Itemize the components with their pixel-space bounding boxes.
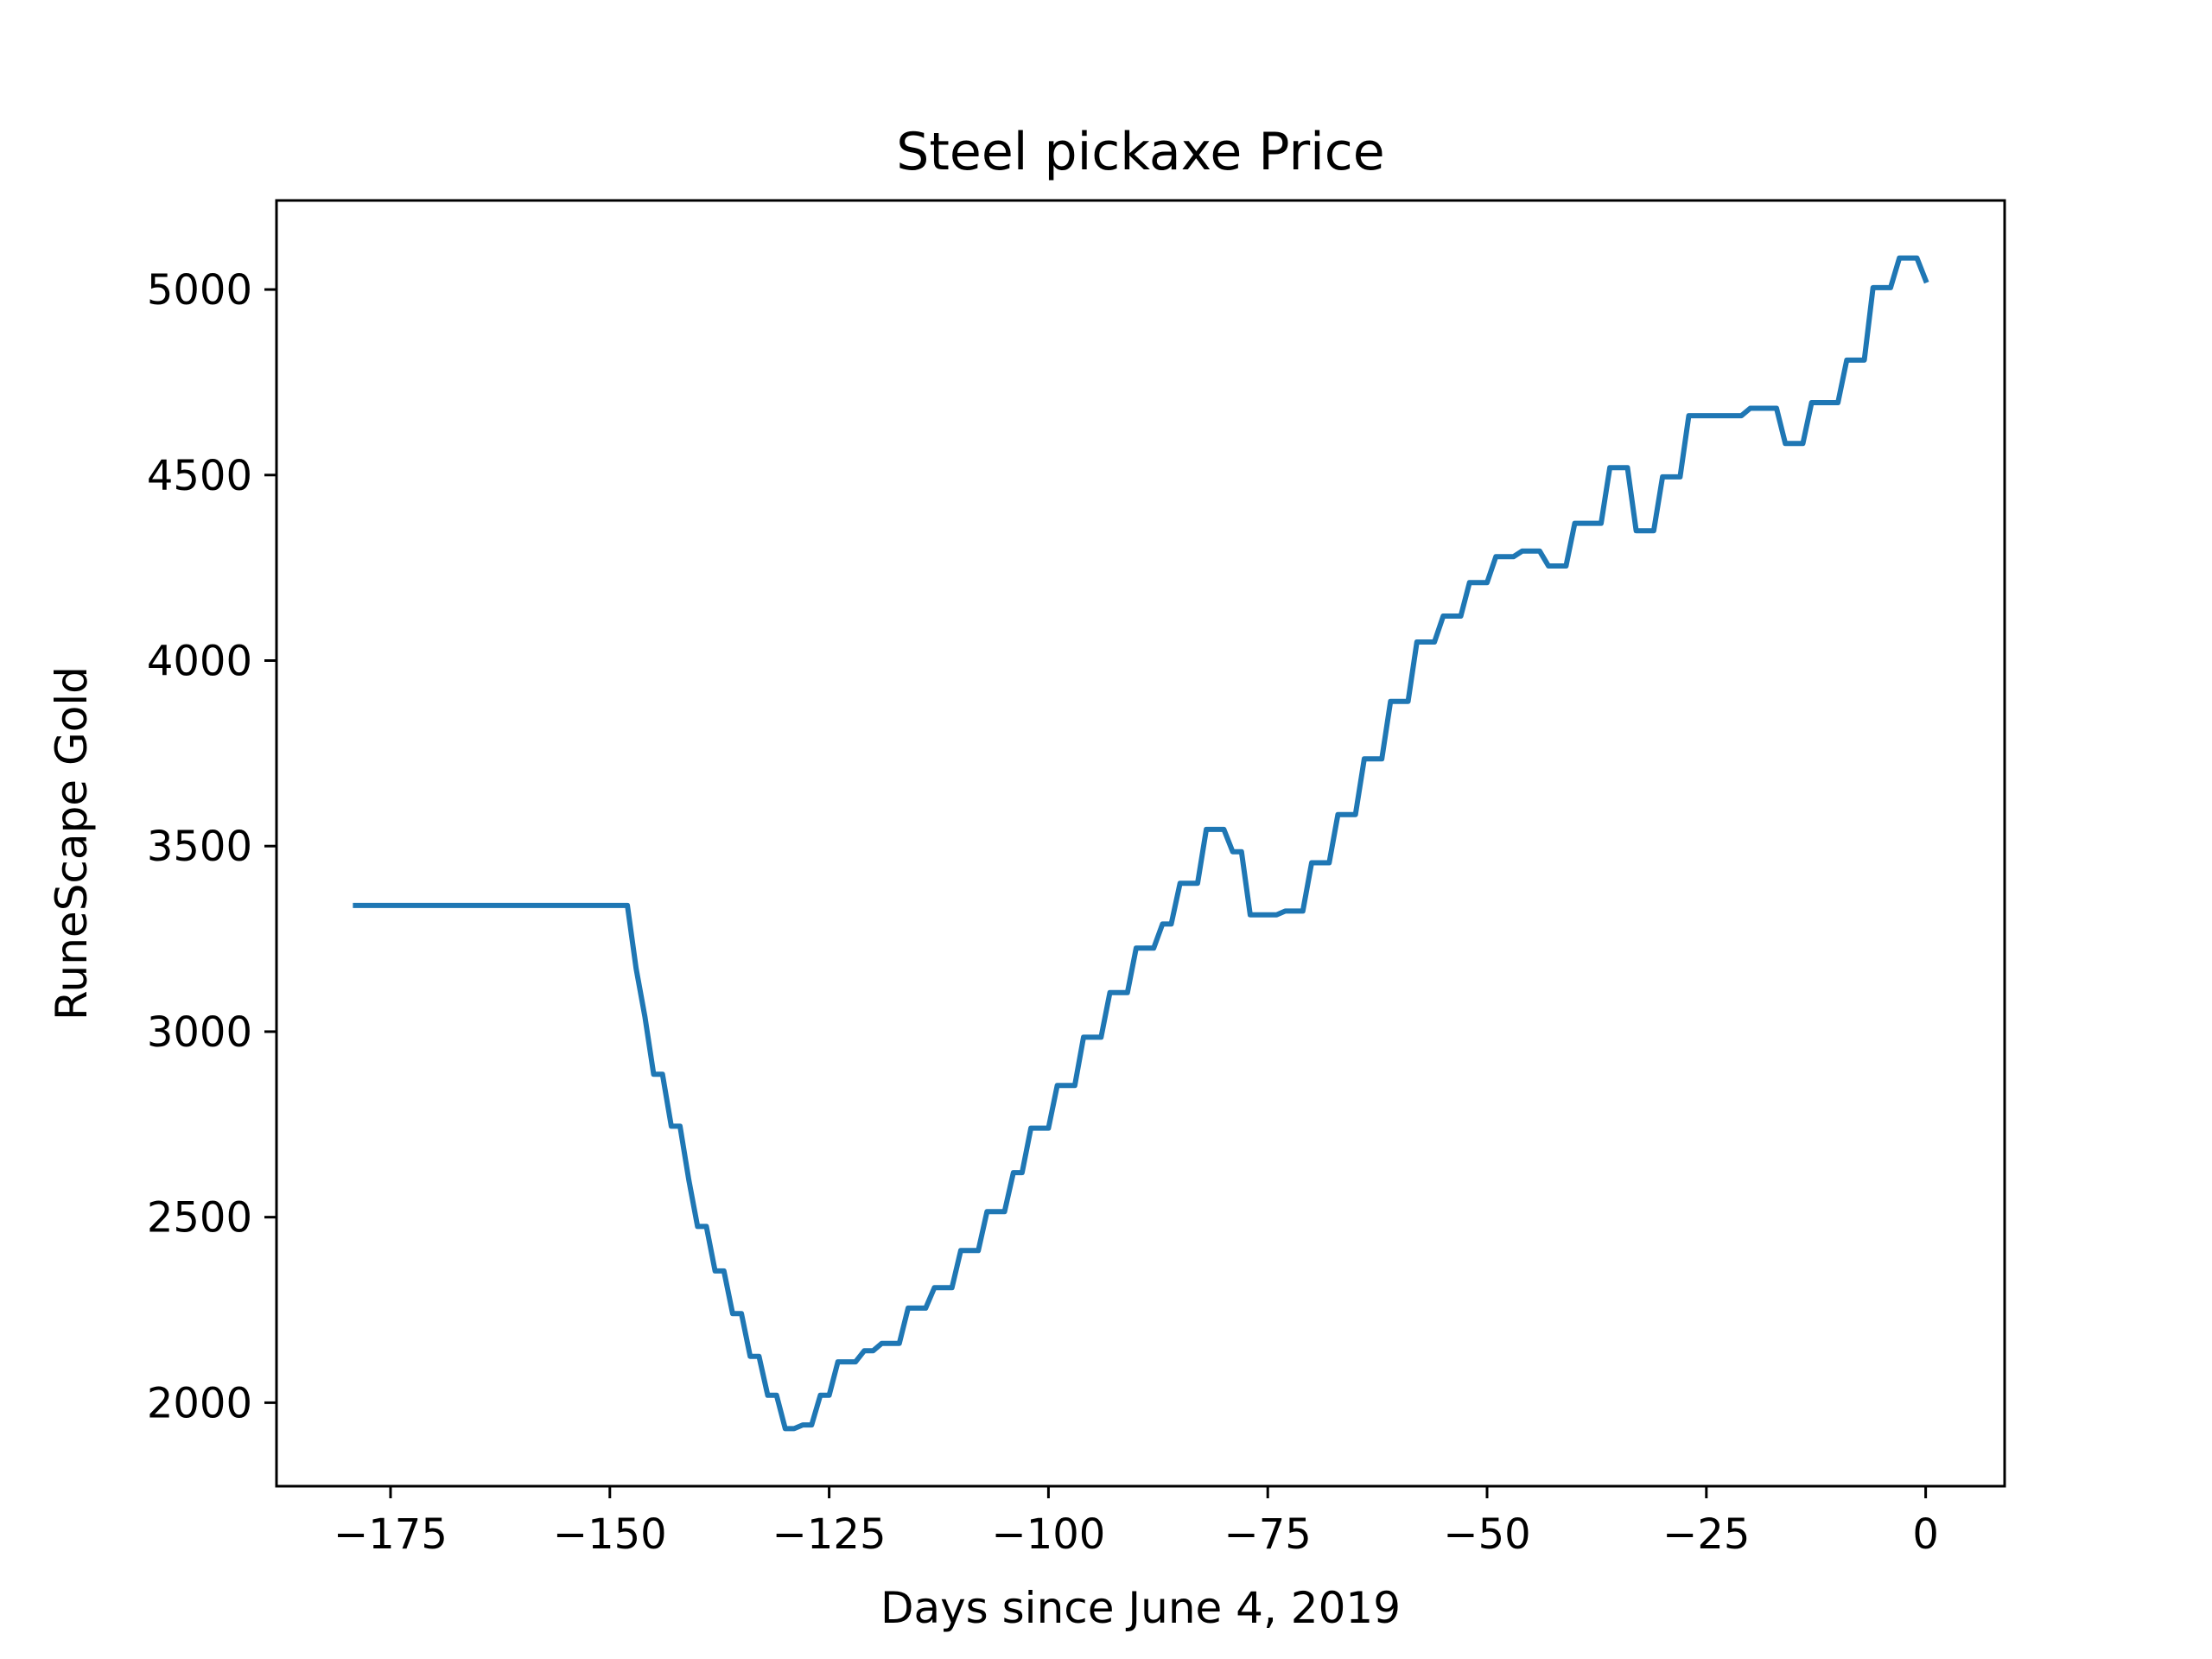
x-tick-label: −150 [553,1510,667,1559]
y-tick-label: 2500 [147,1194,252,1243]
y-tick-label: 2000 [147,1379,252,1427]
x-tick-label: −125 [772,1510,887,1559]
series-layer [353,255,1929,1432]
x-axis-label: Days since June 4, 2019 [880,1583,1401,1633]
x-tick-label: −175 [334,1510,448,1559]
x-tick-label: −50 [1443,1510,1530,1559]
plot-background [276,200,2005,1486]
plot-area: −175 −150 −125 −100 −75 −50 −25 0 2000 2500 3000 3… [147,199,2006,1559]
y-tick-label: 5000 [147,266,252,315]
y-tick-label: 3500 [147,823,252,871]
x-axis: −175 −150 −125 −100 −75 −50 −25 0 [334,1486,1939,1559]
x-tick-label: −100 [991,1510,1105,1559]
y-axis-label: RuneScape Gold [47,666,97,1020]
y-tick-label: 4000 [147,638,252,686]
plot-frame [275,199,2006,1488]
y-axis: 2000 2500 3000 3500 4000 4500 5000 [147,266,276,1427]
chart-title: Steel pickaxe Price [896,122,1384,182]
y-tick-label: 3000 [147,1008,252,1057]
y-tick-label: 4500 [147,452,252,500]
x-tick-label: −25 [1662,1510,1750,1559]
x-tick-label: −75 [1224,1510,1312,1559]
series-line-0 [353,255,1929,1432]
x-tick-label: 0 [1912,1510,1939,1559]
